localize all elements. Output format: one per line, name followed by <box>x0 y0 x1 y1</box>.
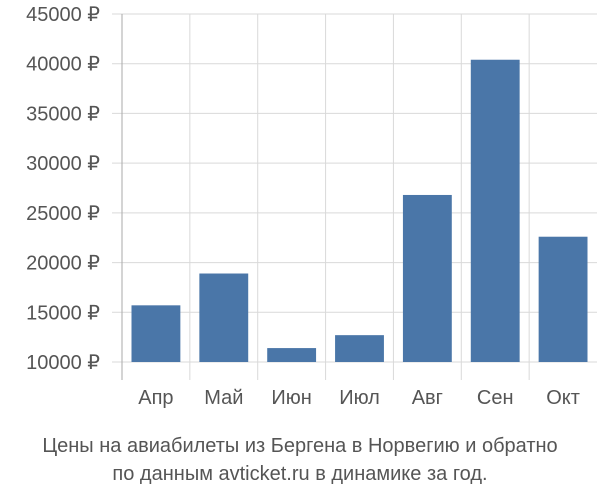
x-tick-label: Июл <box>339 387 380 409</box>
x-tick-label: Авг <box>412 387 443 409</box>
y-tick-label: 10000 ₽ <box>26 352 100 374</box>
caption-line-1: Цены на авиабилеты из Бергена в Норвегию… <box>42 435 558 457</box>
x-tick-label: Окт <box>546 387 580 409</box>
x-tick-label: Май <box>204 387 243 409</box>
y-tick-label: 40000 ₽ <box>26 54 100 76</box>
bar-1 <box>131 305 181 362</box>
y-tick-label: 20000 ₽ <box>26 253 100 275</box>
y-tick-label: 35000 ₽ <box>26 103 100 125</box>
bar-2 <box>199 273 249 362</box>
bar-6 <box>470 59 520 362</box>
y-tick-label: 15000 ₽ <box>26 302 100 324</box>
x-tick-label: Апр <box>138 387 173 409</box>
y-tick-labels: 10000 ₽ 15000 ₽ 20000 ₽ 25000 ₽ 30000 ₽ 35000… <box>26 4 100 374</box>
y-tick-label: 45000 ₽ <box>26 4 100 26</box>
bar-3 <box>267 348 317 362</box>
bar-7 <box>538 236 588 362</box>
x-tick-label: Июн <box>271 387 311 409</box>
y-tick-label: 25000 ₽ <box>26 203 100 225</box>
bar-4 <box>335 335 384 362</box>
y-tick-label: 30000 ₽ <box>26 153 100 175</box>
x-tick-label: Сен <box>477 387 514 409</box>
bars <box>131 59 588 362</box>
x-tick-labels: Апр Май Июн Июл Авг Сен Окт <box>138 387 580 409</box>
grid-lines <box>112 13 597 380</box>
bar-5 <box>402 194 452 362</box>
caption-line-2: по данным avticket.ru в динамике за год. <box>112 463 488 485</box>
